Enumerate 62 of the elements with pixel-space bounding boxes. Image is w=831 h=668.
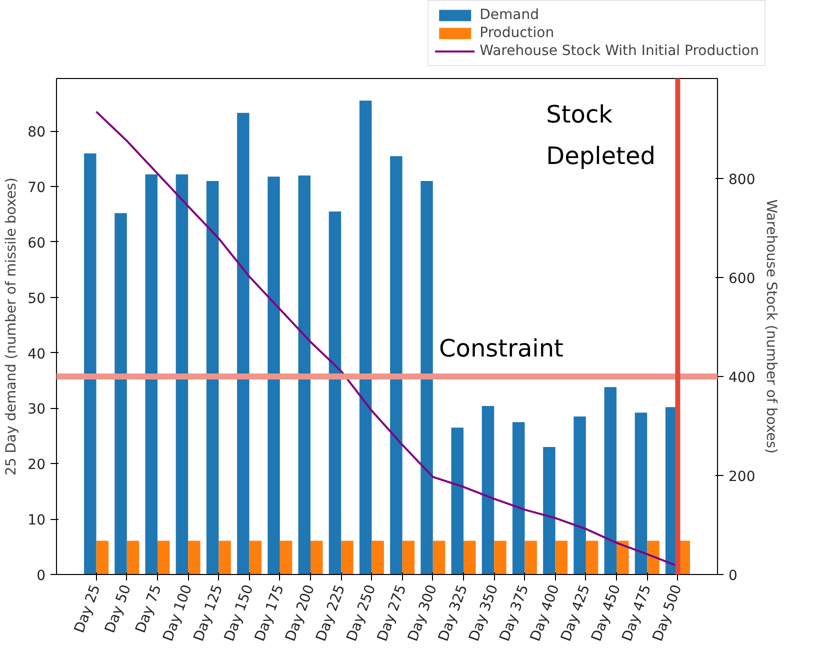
- ref-line-label: Stock Depleted: [546, 100, 656, 170]
- bar: [451, 428, 464, 574]
- y-tick-label: 20: [28, 457, 46, 474]
- y-tick-label: 80: [28, 124, 46, 141]
- legend-label: Production: [480, 25, 554, 41]
- y2-axis-title: Warehouse Stock (number of boxes): [763, 199, 780, 454]
- bar: [586, 540, 598, 574]
- bar: [145, 174, 158, 574]
- bar: [341, 540, 354, 574]
- bar: [249, 540, 262, 574]
- x-tick-label: Day 50: [102, 582, 134, 636]
- bar: [616, 540, 629, 574]
- bar: [298, 175, 310, 574]
- bar: [372, 540, 384, 574]
- y-tick-label: 30: [28, 402, 46, 418]
- bar: [310, 540, 323, 574]
- bar: [482, 406, 494, 574]
- y2-tick-label: 600: [728, 270, 756, 287]
- bar: [206, 181, 219, 574]
- bar: [84, 153, 96, 574]
- bar: [237, 112, 250, 574]
- legend-label: Demand: [480, 7, 539, 23]
- bar: [126, 540, 140, 574]
- bar: [543, 447, 556, 574]
- legend-label: Warehouse Stock With Initial Production: [480, 43, 759, 59]
- y2-tick-label: 400: [728, 370, 756, 386]
- bar: [280, 540, 292, 574]
- bar: [555, 540, 568, 574]
- bar: [524, 540, 537, 574]
- bar: [512, 422, 525, 574]
- ref-line-label: Constraint: [439, 334, 564, 362]
- bar: [268, 176, 280, 574]
- bar: [647, 540, 660, 574]
- y-tick-label: 40: [28, 346, 46, 362]
- bar: [432, 540, 446, 574]
- y-tick-label: 50: [28, 290, 46, 307]
- bar: [402, 540, 415, 574]
- bar: [464, 540, 476, 574]
- x-tick-label: Day 25: [72, 582, 104, 636]
- bar: [96, 540, 109, 574]
- bar: [390, 156, 402, 574]
- y2-tick-label: 200: [728, 469, 756, 485]
- bar: [218, 540, 231, 574]
- y-tick-label: 0: [36, 568, 46, 584]
- bar: [114, 213, 127, 574]
- y2-tick-label: 0: [728, 568, 738, 584]
- bar: [157, 540, 170, 574]
- bar: [359, 100, 372, 574]
- y-tick-label: 70: [28, 180, 46, 196]
- bar: [420, 181, 433, 574]
- y-tick-label: 10: [28, 512, 46, 529]
- x-tick-label: Day 500: [650, 582, 686, 644]
- bar: [574, 416, 586, 574]
- bar: [328, 212, 342, 574]
- bar: [634, 412, 648, 574]
- y-axis-title: 25 Day demand (number of missile boxes): [4, 177, 20, 476]
- bar: [188, 540, 200, 574]
- y2-tick-label: 800: [728, 172, 756, 188]
- bar: [176, 174, 188, 574]
- bar: [494, 540, 506, 574]
- bar: [604, 387, 617, 574]
- y-tick-label: 60: [28, 235, 46, 252]
